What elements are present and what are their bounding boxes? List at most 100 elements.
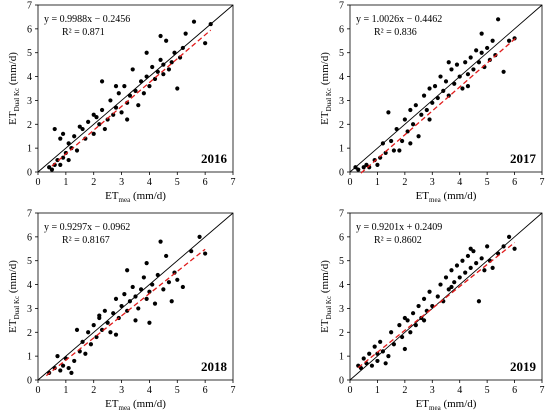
data-point bbox=[203, 41, 208, 46]
data-point bbox=[147, 84, 152, 89]
data-point bbox=[457, 275, 462, 280]
data-point bbox=[427, 86, 432, 91]
data-point bbox=[49, 167, 55, 172]
data-point bbox=[172, 50, 177, 55]
y-tick-label: 2 bbox=[339, 120, 344, 131]
plot-frame bbox=[37, 4, 234, 173]
y-tick-label: 5 bbox=[27, 256, 32, 267]
data-point bbox=[55, 354, 60, 359]
data-point bbox=[375, 351, 380, 356]
regression-line bbox=[45, 248, 206, 377]
data-point bbox=[446, 287, 451, 292]
data-point bbox=[375, 358, 380, 364]
data-point bbox=[449, 284, 454, 290]
plot-frame bbox=[37, 212, 234, 381]
data-point bbox=[177, 55, 183, 60]
x-tick-label: 6 bbox=[203, 177, 208, 188]
data-point bbox=[471, 67, 476, 72]
data-point bbox=[512, 246, 517, 251]
y-tick-label: 6 bbox=[27, 232, 32, 243]
data-point bbox=[449, 67, 454, 72]
data-point bbox=[108, 98, 113, 103]
data-point bbox=[452, 280, 457, 285]
y-tick-label: 6 bbox=[27, 24, 32, 35]
data-point bbox=[161, 62, 166, 67]
data-point bbox=[122, 84, 127, 89]
data-point bbox=[155, 272, 160, 278]
data-point bbox=[99, 107, 105, 113]
data-point bbox=[378, 339, 383, 344]
data-point bbox=[99, 79, 105, 84]
r-squared: R² = 0.8167 bbox=[62, 235, 110, 246]
data-point bbox=[402, 346, 407, 352]
panel-2019: 0 1 2 3 4 5 6 7 0 1 2 3 4 5 6 7 y = 0.9201x + 0.2409 R² =… bbox=[319, 209, 545, 411]
y-tick-label: 3 bbox=[27, 304, 32, 315]
data-point bbox=[413, 103, 418, 108]
data-point bbox=[58, 136, 63, 141]
data-point bbox=[97, 313, 102, 318]
data-point bbox=[147, 289, 152, 294]
y-tick-label: 7 bbox=[27, 209, 32, 220]
data-point bbox=[410, 311, 416, 316]
x-tick-label: 2 bbox=[91, 177, 96, 188]
data-point bbox=[133, 294, 138, 299]
y-tick-label: 0 bbox=[27, 376, 32, 387]
year-label: 2018 bbox=[201, 359, 228, 374]
data-point bbox=[147, 320, 152, 325]
x-tick-label: 4 bbox=[457, 385, 462, 396]
x-tick-label: 6 bbox=[512, 177, 517, 188]
x-tick-label: 5 bbox=[485, 177, 490, 188]
data-point bbox=[482, 268, 487, 273]
regression-equation: y = 1.0026x − 0.4462 bbox=[356, 14, 442, 25]
data-point bbox=[410, 122, 416, 127]
data-point bbox=[108, 330, 113, 335]
data-point bbox=[203, 251, 208, 256]
x-tick-label: 5 bbox=[175, 177, 180, 188]
data-point bbox=[367, 351, 372, 356]
data-point bbox=[144, 74, 149, 79]
data-point bbox=[60, 155, 66, 160]
data-point bbox=[83, 351, 88, 356]
y-tick-label: 4 bbox=[339, 280, 344, 291]
x-tick-label: 0 bbox=[348, 385, 353, 396]
data-point bbox=[72, 358, 77, 364]
data-point bbox=[496, 17, 501, 22]
data-point bbox=[421, 93, 427, 98]
data-point bbox=[408, 107, 413, 113]
x-tick-label: 0 bbox=[348, 177, 353, 188]
data-point bbox=[476, 299, 482, 304]
data-point bbox=[119, 303, 124, 309]
y-tick-label: 1 bbox=[339, 144, 344, 155]
x-tick-label: 5 bbox=[175, 385, 180, 396]
y-tick-label: 5 bbox=[27, 48, 32, 59]
x-tick-label: 1 bbox=[375, 385, 380, 396]
data-point bbox=[86, 119, 91, 124]
data-point bbox=[402, 315, 407, 321]
data-point bbox=[164, 38, 169, 43]
x-tick-label: 7 bbox=[231, 385, 236, 396]
y-tick-label: 7 bbox=[339, 209, 344, 220]
data-point bbox=[380, 141, 386, 146]
data-point bbox=[138, 287, 144, 292]
data-point bbox=[94, 334, 99, 340]
plot-frame bbox=[349, 212, 543, 381]
data-point bbox=[175, 277, 180, 282]
y-tick-label: 7 bbox=[339, 1, 344, 12]
data-point bbox=[471, 249, 476, 254]
x-tick-label: 3 bbox=[119, 177, 124, 188]
regression-equation: y = 0.9297x − 0.0962 bbox=[44, 222, 130, 233]
data-point bbox=[166, 67, 172, 72]
y-tick-label: 4 bbox=[27, 280, 32, 291]
data-point bbox=[77, 124, 82, 129]
data-point bbox=[66, 365, 71, 371]
data-point bbox=[91, 131, 96, 136]
data-point bbox=[397, 323, 402, 328]
regression-line bbox=[51, 29, 212, 167]
data-point bbox=[479, 256, 484, 261]
data-point bbox=[506, 38, 512, 43]
y-tick-label: 5 bbox=[339, 256, 344, 267]
data-point bbox=[460, 86, 465, 91]
x-tick-label: 2 bbox=[402, 385, 407, 396]
x-tick-label: 4 bbox=[457, 177, 462, 188]
